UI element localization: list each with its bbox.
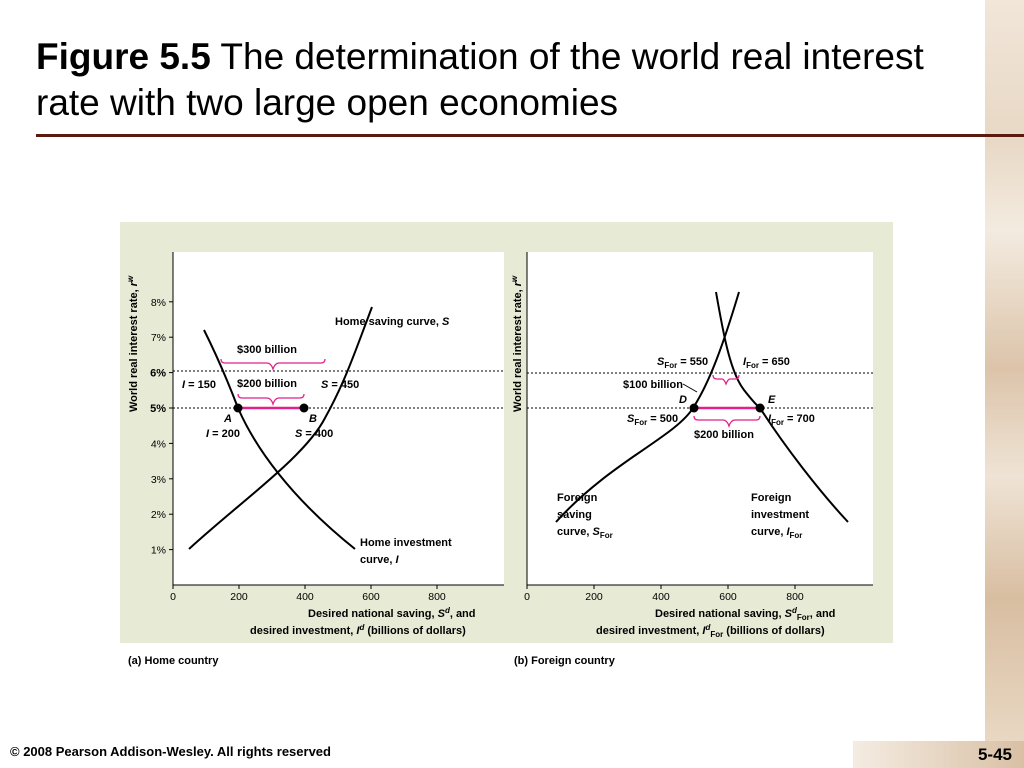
label-point-d: D	[679, 394, 687, 406]
side-texture-decoration	[985, 0, 1024, 768]
label-s-450: S = 450	[321, 379, 359, 391]
y-axis-title-home: World real interest rate, rw	[126, 275, 140, 412]
label-300-billion: $300 billion	[237, 344, 297, 356]
x-axis-title-foreign-1: Desired national saving, SdFor, and	[655, 606, 835, 622]
label-100-billion: $100 billion	[623, 379, 683, 391]
title-text: The determination of the world real inte…	[36, 36, 924, 123]
label-i-150: I = 150	[182, 379, 216, 391]
brace-200-billion-home	[237, 393, 305, 407]
label-foreign-saving-3: curve, SFor	[557, 526, 613, 540]
x-tick-label: 600	[719, 591, 737, 603]
label-200-billion-foreign: $200 billion	[694, 429, 754, 441]
home-investment-curve	[203, 329, 356, 550]
label-point-e: E	[768, 394, 776, 406]
point-e	[755, 403, 765, 413]
x-ticks-home: 0 200 400 600 800	[170, 585, 446, 603]
x-tick-label: 200	[585, 591, 603, 603]
figure-panel: 1% 2% 3% 4% 5% 6% 7% 8% 0 200 400 600 800 0 200 400 60…	[120, 222, 893, 643]
label-200-billion-home: $200 billion	[237, 378, 297, 390]
x-tick-label: 800	[428, 591, 446, 603]
x-tick-label: 600	[362, 591, 380, 603]
caption-foreign-country: (b) Foreign country	[514, 655, 615, 667]
x-tick-label: 0	[524, 591, 530, 603]
label-ifor-650: IFor = 650	[743, 356, 790, 370]
label-i-200: I = 200	[206, 428, 240, 440]
point-d	[689, 403, 699, 413]
page-number: 5-45	[977, 745, 1012, 764]
copyright-footer: © 2008 Pearson Addison-Wesley. All right…	[10, 744, 331, 759]
x-tick-label: 800	[786, 591, 804, 603]
x-ticks-foreign: 0 200 400 600 800	[524, 585, 804, 603]
plot-area-foreign	[527, 252, 873, 585]
title-figure-number: Figure 5.5	[36, 36, 211, 77]
point-b	[299, 403, 309, 413]
x-tick-label: 400	[652, 591, 670, 603]
label-foreign-saving-1: Foreign	[557, 492, 598, 504]
page-number-box: 5-45	[853, 741, 1024, 768]
label-ifor-700: IFor = 700	[768, 413, 815, 427]
brace-100-billion	[712, 374, 740, 386]
home-saving-curve	[188, 306, 373, 550]
label-foreign-investment-1: Foreign	[751, 492, 792, 504]
label-home-investment-curve-2: curve, I	[360, 554, 399, 566]
label-sfor-550: SFor = 550	[657, 356, 708, 370]
label-sfor-500: SFor = 500	[627, 413, 678, 427]
leader-100-billion	[682, 383, 698, 393]
y-axis-title-foreign: World real interest rate, rw	[510, 275, 524, 412]
plot-area-home	[173, 252, 504, 585]
brace-300-billion	[220, 358, 326, 372]
y-tick-label: 1%	[151, 545, 166, 557]
x-axis-title-home-1: Desired national saving, Sd, and	[308, 606, 476, 620]
x-tick-label: 200	[230, 591, 248, 603]
title-divider	[36, 134, 1024, 137]
y-tick-label: 5%	[150, 403, 166, 415]
y-tick-label: 7%	[151, 332, 166, 344]
y-tick-label: 6%	[150, 368, 166, 380]
y-ticks-home: 1% 2% 3% 4% 5% 6% 7% 8%	[150, 297, 173, 557]
y-tick-label: 4%	[151, 438, 166, 450]
slide-title: Figure 5.5 The determination of the worl…	[36, 34, 976, 126]
label-foreign-saving-2: saving	[557, 509, 592, 521]
label-s-400: S = 400	[295, 428, 333, 440]
brace-200-billion-foreign	[693, 415, 761, 429]
label-home-saving-curve: Home saving curve, S	[335, 316, 450, 328]
chart-canvas: 1% 2% 3% 4% 5% 6% 7% 8% 0 200 400 600 800 0 200 400 60…	[126, 252, 873, 639]
caption-home-country: (a) Home country	[128, 655, 219, 667]
x-tick-label: 0	[170, 591, 176, 603]
point-a	[233, 403, 243, 413]
x-axis-title-foreign-2: desired investment, IdFor (billions of d…	[596, 623, 825, 639]
label-foreign-investment-2: investment	[751, 509, 809, 521]
x-axis-title-home-2: desired investment, Id (billions of doll…	[250, 623, 466, 637]
y-tick-label: 2%	[151, 509, 166, 521]
y-tick-label: 3%	[151, 474, 166, 486]
label-home-investment-curve-1: Home investment	[360, 537, 452, 549]
x-tick-label: 400	[296, 591, 314, 603]
label-point-a: A	[223, 413, 232, 425]
y-tick-label: 8%	[151, 297, 166, 309]
label-point-b: B	[309, 413, 317, 425]
